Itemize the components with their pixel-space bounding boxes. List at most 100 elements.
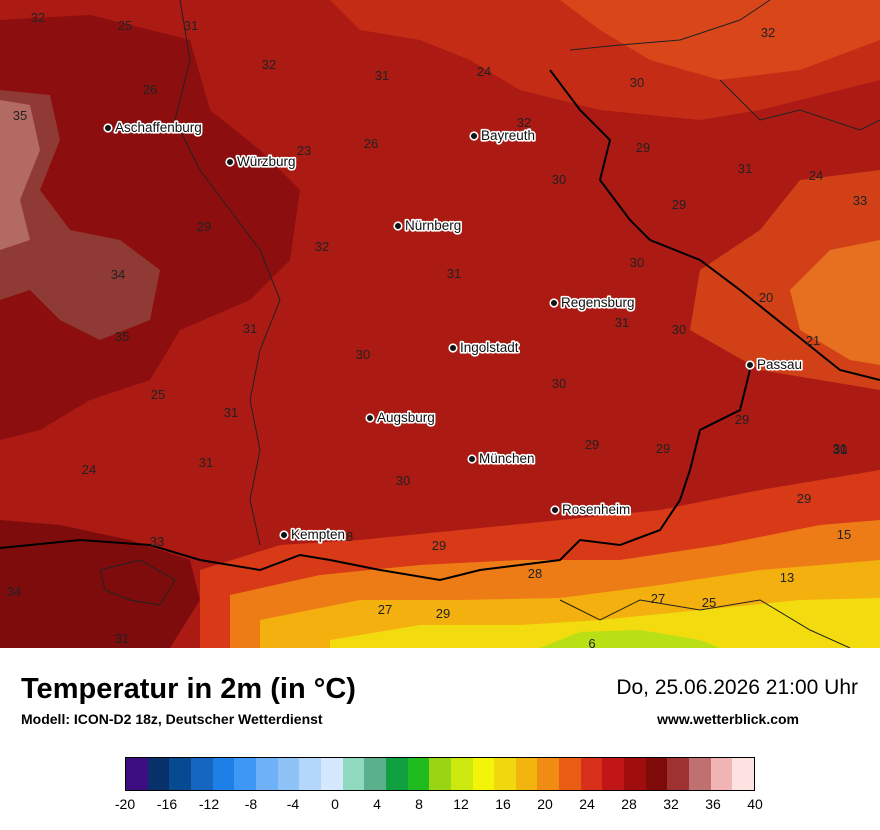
legend-tick: 36 (705, 796, 721, 812)
isoline-value: 21 (806, 333, 820, 348)
legend-tick: 40 (747, 796, 763, 812)
isoline-value: 20 (759, 290, 773, 305)
legend-tick: 28 (621, 796, 637, 812)
legend-swatch (320, 758, 343, 790)
legend-swatch (602, 758, 625, 790)
isoline-value: 33 (150, 534, 164, 549)
isoline-value: 34 (7, 584, 21, 599)
isoline-value: 31 (375, 68, 389, 83)
color-scale-legend (125, 757, 755, 791)
temperature-zone-32 (0, 15, 300, 440)
isoline-value: 32 (262, 57, 276, 72)
legend-swatch (277, 758, 300, 790)
isoline-value: 29 (432, 538, 446, 553)
isoline-value: 25 (118, 18, 132, 33)
city-label: Passau (757, 357, 802, 372)
temperature-zone-north-warm (560, 0, 880, 80)
isoline-value: 29 (197, 219, 211, 234)
legend-tick: 24 (579, 796, 595, 812)
legend-tick: 4 (373, 796, 381, 812)
isoline-value: 31 (615, 315, 629, 330)
legend-swatch (450, 758, 473, 790)
isoline-value: 34 (111, 267, 125, 282)
legend-tick-labels: -20 -16 -12 -8 -4 0 4 8 12 16 20 24 28 32 36 40 (115, 796, 763, 816)
legend-tick: 16 (495, 796, 511, 812)
legend-swatch (299, 758, 321, 790)
isoline-value: 26 (364, 136, 378, 151)
city-dot (393, 221, 403, 231)
legend-swatch (732, 758, 755, 790)
legend-swatch (537, 758, 560, 790)
city-dot (279, 530, 289, 540)
legend-tick: -16 (156, 796, 178, 812)
legend-swatch (342, 758, 365, 790)
city-dot (550, 505, 560, 515)
state-border (174, 0, 281, 546)
isoline-value: 24 (477, 64, 491, 79)
city-dot (365, 413, 375, 423)
isoline-value: 31 (447, 266, 461, 281)
isoline-value: 31 (199, 455, 213, 470)
city-label: Kempten (291, 527, 345, 542)
isoline-value: 24 (809, 168, 823, 183)
legend-tick: 32 (663, 796, 679, 812)
legend-tick: 12 (453, 796, 469, 812)
city-dot (103, 123, 113, 133)
isoline-value: 25 (151, 387, 165, 402)
legend-tick: -8 (244, 796, 258, 812)
city-label: Würzburg (237, 154, 296, 169)
isoline-value: 26 (143, 82, 157, 97)
legend-swatch (147, 758, 170, 790)
website-url: www.wetterblick.com (657, 711, 799, 727)
legend-tick: 20 (537, 796, 553, 812)
isoline-value: 31 (184, 18, 198, 33)
legend-swatch (515, 758, 538, 790)
city-dot (745, 360, 755, 370)
isoline-value: 25 (702, 595, 716, 610)
country-border-east (0, 369, 751, 582)
isoline-value: 29 (735, 412, 749, 427)
city-label: Rosenheim (562, 502, 630, 517)
state-border-3 (719, 79, 880, 131)
isoline-value: 29 (436, 606, 450, 621)
temperature-zone-alps-5 (540, 630, 720, 648)
isoline-value: 30 (552, 376, 566, 391)
temperature-zone-alps-4 (330, 598, 880, 648)
legend-swatch (559, 758, 581, 790)
isoline-value: 28 (528, 566, 542, 581)
isoline-value: 30 (396, 473, 410, 488)
isoline-value: 31 (833, 441, 847, 456)
city-label: Augsburg (377, 410, 435, 425)
city-label: Regensburg (561, 295, 635, 310)
isoline-value: 31 (243, 321, 257, 336)
isoline-value: 29 (585, 437, 599, 452)
legend-tick: -20 (114, 796, 136, 812)
isoline-value: 29 (656, 441, 670, 456)
legend-tick: 8 (415, 796, 423, 812)
legend-tick: -12 (198, 796, 220, 812)
city-label: Aschaffenburg (115, 120, 202, 135)
legend-swatch (364, 758, 386, 790)
isoline-value: 27 (651, 591, 665, 606)
isoline-value: 30 (672, 322, 686, 337)
city-dot (225, 157, 235, 167)
isoline-value: 28 (339, 529, 353, 544)
legend-swatch (385, 758, 408, 790)
legend-swatch (710, 758, 733, 790)
forecast-datetime: Do, 25.06.2026 21:00 Uhr (616, 676, 858, 699)
isoline-value: 30 (630, 75, 644, 90)
isoline-value: 29 (636, 140, 650, 155)
legend-swatch (212, 758, 235, 790)
isoline-value: 23 (297, 143, 311, 158)
legend-swatch (580, 758, 603, 790)
isoline-value: 32 (315, 239, 329, 254)
temperature-zone-southwest (0, 520, 200, 648)
legend-swatch (234, 758, 256, 790)
map-title: Temperatur in 2m (in °C) (21, 673, 356, 705)
isoline-value: 35 (115, 329, 129, 344)
isoline-value: 30 (833, 442, 847, 457)
state-border-2 (569, 0, 771, 51)
legend-swatch (645, 758, 668, 790)
